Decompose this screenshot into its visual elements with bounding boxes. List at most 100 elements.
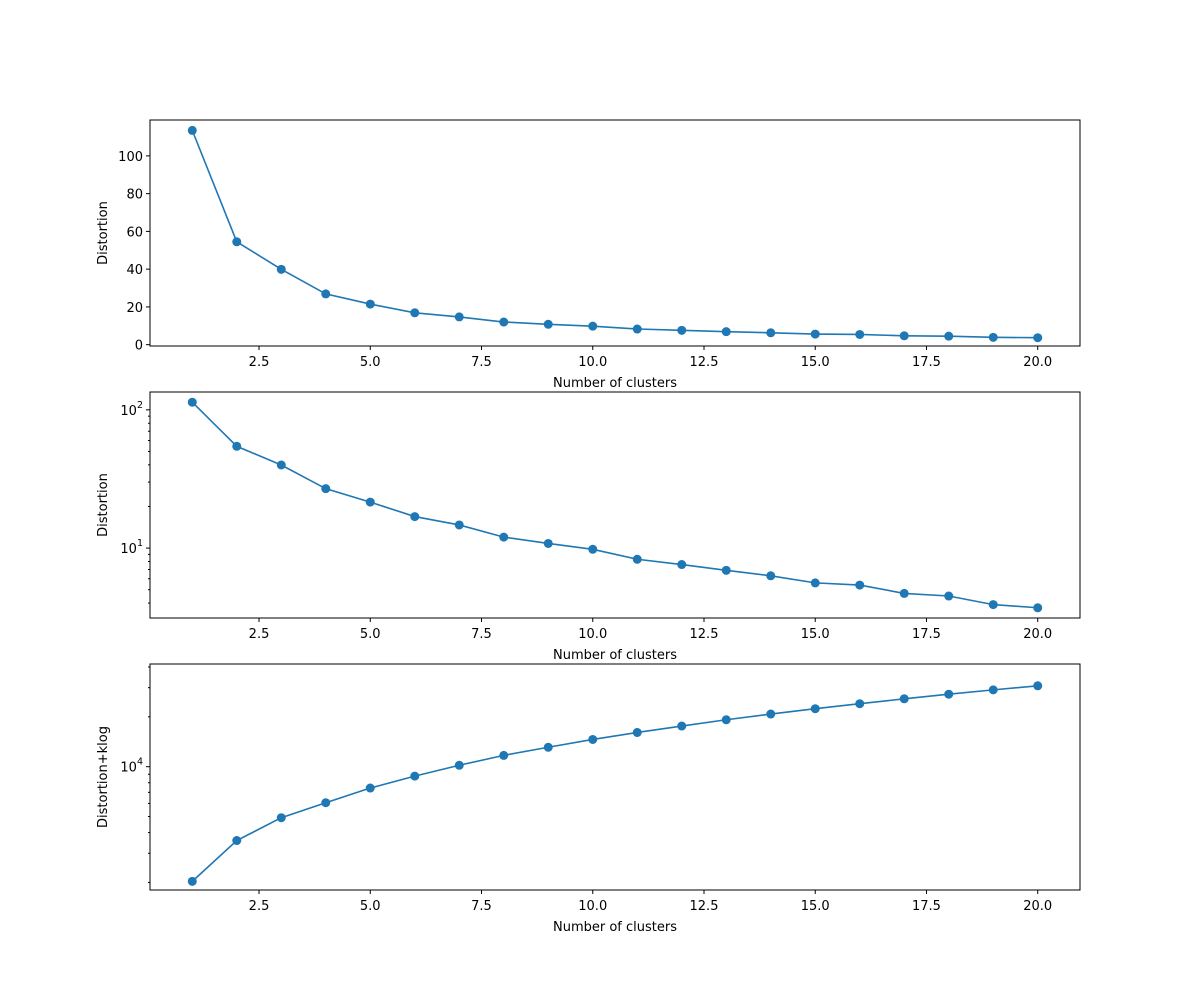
data-point [499,317,509,327]
data-point [855,580,865,590]
x-tick-label: 10.0 [578,627,607,642]
x-axis-title: Number of clusters [553,376,677,391]
y-tick-label: 104 [120,757,143,776]
y-axis: 0 20 40 60 80 100 [118,150,150,354]
data-point [632,554,642,564]
data-point [988,332,998,342]
series-line [191,401,1038,609]
data-point [766,709,776,719]
x-tick-label: 7.5 [471,899,492,914]
plot-frame [149,391,1081,619]
x-tick-label: 7.5 [471,355,492,370]
series-line [191,130,1038,339]
x-tick-label: 5.0 [360,627,381,642]
x-axis-title: Number of clusters [553,648,677,663]
chart-panel-3: 2.5 5.0 7.5 10.0 12.5 15.0 17.5 20.0 104 Number o… [96,663,1081,935]
data-point [810,329,820,339]
x-tick-label: 20.0 [1023,355,1052,370]
data-point [721,327,731,337]
chart-panel-1: 2.5 5.0 7.5 10.0 12.5 15.0 17.5 20.0 0 20 40 60 80 10… [96,119,1081,391]
data-point [944,591,954,601]
x-tick-label: 20.0 [1023,899,1052,914]
data-point [543,742,553,752]
data-point [1033,333,1043,343]
data-point [321,798,331,808]
y-tick-label: 60 [126,225,143,240]
data-point [232,441,242,451]
plot-frame [149,119,1081,347]
data-point [988,685,998,695]
x-tick-label: 17.5 [912,355,941,370]
data-point [721,715,731,725]
data-point [677,560,687,570]
x-tick-label: 5.0 [360,355,381,370]
y-tick-label: 80 [126,188,143,203]
data-point [499,532,509,542]
y-axis-title: Distortion+klog [96,726,111,828]
data-point [543,538,553,548]
x-tick-label: 12.5 [690,355,719,370]
data-point [588,321,598,331]
x-tick-label: 2.5 [249,355,270,370]
data-point [365,783,375,793]
chart-panel-2: 2.5 5.0 7.5 10.0 12.5 15.0 17.5 20.0 101 102 Numbe… [96,391,1081,663]
y-axis-title: Distortion [96,201,111,265]
data-point [365,299,375,309]
y-tick-label: 101 [120,538,143,557]
data-point [677,325,687,335]
x-tick-label: 2.5 [249,627,270,642]
data-point [321,289,331,299]
y-tick-label: 102 [120,400,143,419]
data-point [810,704,820,714]
x-tick-label: 20.0 [1023,627,1052,642]
x-tick-label: 17.5 [912,627,941,642]
data-point [721,565,731,575]
data-point [899,331,909,341]
data-point [187,876,197,886]
data-point [766,328,776,338]
y-tick-label: 40 [126,263,143,278]
data-point [810,578,820,588]
x-axis: 2.5 5.0 7.5 10.0 12.5 15.0 17.5 20.0 [249,618,1052,642]
x-tick-label: 10.0 [578,899,607,914]
data-point [454,520,464,530]
y-tick-label: 100 [118,150,143,165]
data-point [454,312,464,322]
x-axis: 2.5 5.0 7.5 10.0 12.5 15.0 17.5 20.0 [249,890,1052,914]
series-line [191,684,1038,882]
data-point [454,760,464,770]
x-tick-label: 7.5 [471,627,492,642]
data-point [899,588,909,598]
y-tick-label: 20 [126,301,143,316]
x-tick-label: 10.0 [578,355,607,370]
x-tick-label: 15.0 [801,355,830,370]
data-point [855,699,865,709]
data-point [677,721,687,731]
data-point [543,319,553,329]
data-point [588,544,598,554]
data-point [855,329,865,339]
data-point [632,324,642,334]
data-point [899,694,909,704]
data-point [232,237,242,247]
x-tick-label: 15.0 [801,899,830,914]
plot-frame [149,663,1081,891]
data-point [499,750,509,760]
x-tick-label: 2.5 [249,899,270,914]
data-point [187,125,197,135]
data-point [276,460,286,470]
data-point [410,512,420,522]
data-point [187,397,197,407]
x-axis-title: Number of clusters [553,920,677,935]
data-point [1033,603,1043,613]
data-point [321,484,331,494]
y-axis-title: Distortion [96,473,111,537]
data-point [232,836,242,846]
data-point [410,308,420,318]
x-tick-label: 5.0 [360,899,381,914]
x-tick-label: 12.5 [690,899,719,914]
x-axis: 2.5 5.0 7.5 10.0 12.5 15.0 17.5 20.0 [249,346,1052,370]
data-point [365,497,375,507]
